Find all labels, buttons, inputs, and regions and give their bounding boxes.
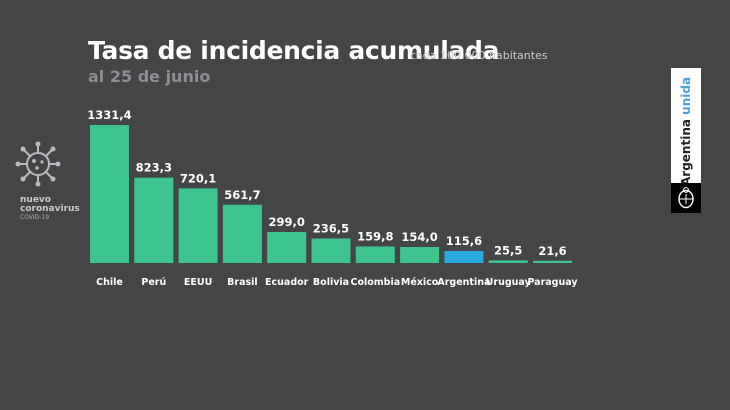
virus-label-line3: COVID-19 xyxy=(20,213,50,221)
category-label: Argentina xyxy=(437,277,490,288)
category-label: EEUU xyxy=(184,277,212,288)
category-label: Colombia xyxy=(350,277,400,288)
bar-perú xyxy=(134,177,174,263)
category-label: México xyxy=(401,277,439,288)
bar-paraguay xyxy=(533,260,572,263)
bar-eeuu xyxy=(178,188,218,263)
bar-colombia xyxy=(355,246,395,263)
value-label: 299,0 xyxy=(269,215,305,229)
bar-ecuador xyxy=(267,232,307,263)
value-label: 823,3 xyxy=(136,161,172,175)
virus-label-line2: coronavirus xyxy=(20,204,80,215)
bar-méxico xyxy=(400,247,440,263)
category-label: Brasil xyxy=(227,277,258,288)
category-label: Paraguay xyxy=(527,277,578,288)
value-label: 21,6 xyxy=(538,244,566,258)
value-label: 561,7 xyxy=(224,188,260,202)
value-label: 159,8 xyxy=(357,229,393,243)
value-label: 154,0 xyxy=(401,230,437,244)
bar-bolivia xyxy=(311,238,351,263)
category-label: Ecuador xyxy=(265,277,309,288)
bar-chile xyxy=(90,125,129,263)
virus-label-line1: nuevo xyxy=(20,195,51,205)
value-label: 236,5 xyxy=(313,221,349,235)
logo-text-part2: unida xyxy=(679,76,693,115)
virus-badge-label: nuevo coronavirus COVID-19 xyxy=(20,195,80,221)
virus-icon xyxy=(15,141,61,187)
value-label: 25,5 xyxy=(494,243,522,257)
chart-title: Tasa de incidencia acumulada xyxy=(88,36,500,65)
value-label: 1331,4 xyxy=(87,108,131,122)
bar-brasil xyxy=(222,204,262,263)
value-label: 115,6 xyxy=(446,234,482,248)
category-label: Chile xyxy=(96,277,123,288)
coat-of-arms-icon xyxy=(671,183,701,213)
chart-subtitle: cada 100.000 habitantes xyxy=(410,49,548,62)
bar-argentina xyxy=(444,251,484,263)
category-label: Perú xyxy=(141,277,166,288)
category-label: Uruguay xyxy=(486,277,532,288)
category-label: Bolivia xyxy=(313,277,349,288)
logo-text-part1: Argentina xyxy=(679,114,693,186)
chart-date: al 25 de junio xyxy=(88,67,211,86)
value-label: 720,1 xyxy=(180,171,216,185)
bar-uruguay xyxy=(488,260,528,263)
